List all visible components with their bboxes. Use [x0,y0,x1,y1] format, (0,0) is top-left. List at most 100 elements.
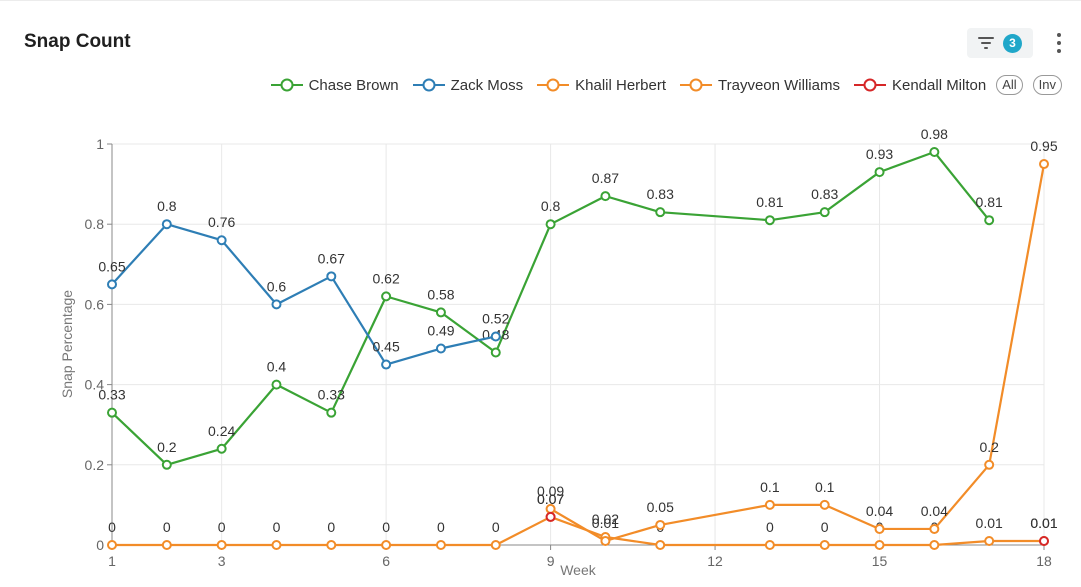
data-label: 0.52 [482,310,509,326]
x-tick-label: 15 [872,553,888,569]
legend-item-zack-moss[interactable]: Zack Moss [412,77,523,94]
data-point [984,459,995,470]
series-line [111,223,497,366]
data-point [435,343,446,354]
data-point [545,219,556,230]
data-point [326,540,337,550]
data-label: 0.6 [267,278,287,294]
legend-item-kendall-milton[interactable]: Kendall Milton [853,76,987,94]
data-label: 0.62 [372,270,399,286]
data-point [764,215,775,226]
data-point [216,235,227,246]
x-tick-label: 3 [218,553,226,569]
legend-item-khalil-herbert[interactable]: Khalil Herbert [537,77,666,94]
data-point [545,511,556,522]
x-tick-label: 1 [108,553,116,569]
data-point [216,540,227,550]
data-point [490,331,501,342]
legend-label: Chase Brown [308,76,399,94]
data-label: 0.05 [647,499,674,515]
data-point [984,535,995,546]
data-point [600,535,611,546]
data-label: 0 [108,519,116,535]
data-point [764,540,775,550]
data-label: 0 [821,519,829,535]
data-label: 0 [273,519,281,535]
legend-item-chase-brown[interactable]: Chase Brown [270,76,399,94]
more-vertical-icon[interactable] [1050,31,1068,55]
data-point [161,219,172,230]
data-label: 0.65 [98,258,125,274]
data-point [655,519,666,530]
data-label: 0.93 [866,146,893,162]
data-point [381,540,392,550]
data-point [161,459,172,470]
data-label: 0.01 [1030,515,1057,531]
data-point [326,407,337,418]
data-label: 0.81 [976,194,1003,210]
data-label: 0.95 [1030,138,1057,154]
data-point [929,523,940,534]
data-label: 0.1 [815,479,835,495]
data-label: 0 [492,519,500,535]
data-label: 0.49 [427,323,454,339]
legend-inv-button[interactable]: Inv [1032,75,1062,95]
data-label: 0.01 [976,515,1003,531]
filter-button[interactable]: 3 [967,28,1033,58]
data-point [655,540,666,550]
series-line [550,163,1046,543]
data-point [1039,535,1049,546]
data-point [929,540,940,550]
data-point [381,359,392,370]
legend-label: Kendall Milton [891,76,987,94]
legend-marker-icon [270,78,303,92]
data-label: 0.83 [811,186,838,202]
data-label: 0.33 [98,387,125,403]
legend-marker-icon [537,78,570,92]
data-label: 0.76 [208,214,235,230]
data-label: 0.8 [541,198,561,214]
data-label: 0.02 [592,511,619,527]
data-point [381,291,392,302]
data-label: 0 [163,519,171,535]
data-point [161,540,172,550]
data-point [326,271,337,282]
x-tick-label: 18 [1036,553,1052,569]
data-label: 0.04 [866,503,893,519]
data-label: 0.67 [318,250,345,266]
data-point [435,307,446,318]
y-tick-label: 0.4 [85,377,105,393]
x-tick-label: 9 [547,553,555,569]
data-label: 0.81 [756,194,783,210]
x-tick-label: 6 [382,553,390,569]
data-point [216,443,227,454]
data-label: 0.33 [318,387,345,403]
data-point [1039,159,1049,170]
y-tick-label: 0.6 [85,296,105,312]
data-point [874,540,885,550]
data-label: 0.87 [592,170,619,186]
legend-all-button[interactable]: All [996,75,1023,95]
data-label: 0 [766,519,774,535]
data-label: 0.01 [592,515,619,531]
data-label: 0.01 [1030,515,1057,531]
data-point [271,379,282,390]
legend-item-trayveon-williams[interactable]: Trayveon Williams [680,77,840,94]
data-point [874,167,885,178]
data-point [490,347,501,358]
legend-label: Khalil Herbert [575,76,667,94]
data-label: 0.07 [537,491,564,507]
data-label: 0.07 [537,491,564,507]
y-tick-label: 0.2 [85,457,105,473]
legend-marker-icon [853,78,886,92]
card-title: Snap Count [24,31,131,52]
legend-marker-icon [680,78,713,92]
series-line [112,515,1044,547]
data-point [764,499,775,510]
data-point [107,540,117,550]
data-label: 0.2 [979,439,999,455]
y-tick-label: 0.8 [85,216,105,232]
filter-count-badge: 3 [1003,34,1022,53]
